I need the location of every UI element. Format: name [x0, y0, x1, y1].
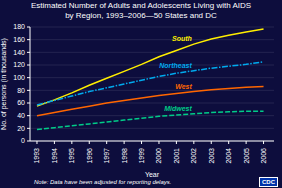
- svg-text:1994: 1994: [51, 148, 58, 164]
- svg-text:1998: 1998: [121, 148, 128, 164]
- html-text:Estimated Number of Adults and: Estimated Number of Adults and Adolescen…: [30, 1, 252, 10]
- svg-text:0: 0: [21, 137, 25, 144]
- svg-text:2005: 2005: [243, 148, 250, 164]
- svg-text:100: 100: [13, 74, 25, 81]
- svg-text:20: 20: [17, 125, 25, 132]
- svg-text:Midwest: Midwest: [164, 105, 192, 112]
- svg-text:1993: 1993: [33, 148, 40, 164]
- svg-text:No. of persons (in thousands): No. of persons (in thousands): [8, 38, 9, 130]
- svg-text:2003: 2003: [208, 148, 215, 164]
- svg-text:Northeast: Northeast: [159, 62, 192, 69]
- svg-text:40: 40: [17, 112, 25, 119]
- svg-text:2002: 2002: [190, 148, 197, 164]
- svg-text:160: 160: [13, 36, 25, 43]
- svg-text:120: 120: [13, 61, 25, 68]
- html-text:by Region, 1993–2006—50 States: by Region, 1993–2006—50 States and DC: [65, 11, 217, 20]
- svg-text:1995: 1995: [68, 148, 75, 164]
- svg-text:1996: 1996: [86, 148, 93, 164]
- svg-text:2001: 2001: [173, 148, 180, 164]
- html-text:CDC: CDC: [262, 179, 275, 185]
- svg-text:West: West: [175, 83, 192, 90]
- svg-text:60: 60: [17, 99, 25, 106]
- svg-text:2006: 2006: [260, 148, 267, 164]
- svg-text:1997: 1997: [103, 148, 110, 164]
- svg-text:2000: 2000: [155, 148, 162, 164]
- svg-text:2004: 2004: [225, 148, 232, 164]
- svg-text:80: 80: [17, 87, 25, 94]
- svg-text:180: 180: [13, 23, 25, 30]
- svg-text:Year: Year: [145, 171, 160, 177]
- html-text:Note: Data have been adjusted: Note: Data have been adjusted for report…: [34, 179, 172, 185]
- svg-text:1999: 1999: [138, 148, 145, 164]
- svg-text:140: 140: [13, 49, 25, 56]
- svg-text:South: South: [172, 35, 192, 42]
